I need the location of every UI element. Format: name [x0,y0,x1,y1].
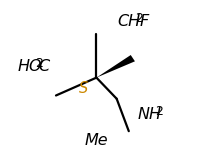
Text: CH: CH [117,14,140,29]
Text: S: S [78,81,88,96]
Text: 2: 2 [154,105,162,118]
Text: HO: HO [18,59,42,74]
Text: 2: 2 [134,12,142,25]
Text: F: F [139,14,148,29]
Text: C: C [39,59,50,74]
Text: Me: Me [84,133,108,148]
Polygon shape [96,55,134,78]
Text: NH: NH [137,107,161,122]
Text: 2: 2 [35,57,42,69]
